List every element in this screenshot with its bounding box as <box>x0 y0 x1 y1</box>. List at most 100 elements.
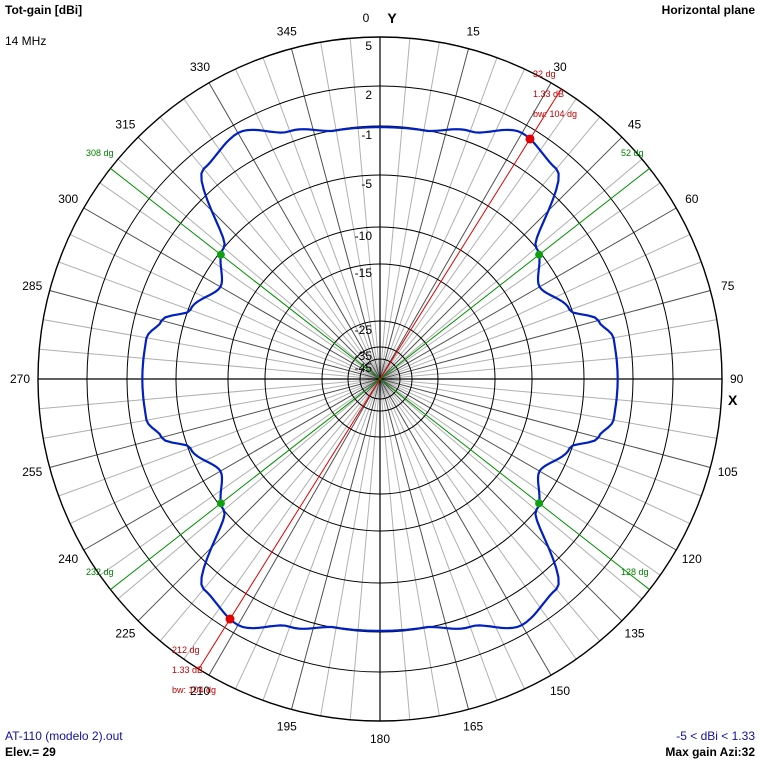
minor-radial <box>379 57 498 380</box>
plane-label: Horizontal plane <box>661 3 755 17</box>
major-radial <box>49 290 381 380</box>
major-radial <box>379 48 469 380</box>
half-power-label: 308 dg <box>86 148 114 158</box>
azimuth-tick-label: 210 <box>190 684 210 698</box>
minor-radial <box>320 378 381 716</box>
minor-radial <box>379 182 661 380</box>
azimuth-tick-label: 45 <box>628 117 642 131</box>
main-lobe-line <box>379 88 562 380</box>
azimuth-tick-label: 180 <box>370 732 390 746</box>
half-power-label: 128 dg <box>621 567 649 577</box>
minor-radial <box>183 378 381 660</box>
radial-tick-label: 2 <box>365 88 372 102</box>
azimuth-tick-label: 315 <box>115 117 135 131</box>
azimuth-tick-label: 105 <box>718 465 738 479</box>
half-power-line <box>379 378 650 590</box>
minor-radial <box>39 378 381 410</box>
azimuth-tick-label: 225 <box>115 627 135 641</box>
azimuth-tick-label: 330 <box>190 60 210 74</box>
azimuth-tick-label: 120 <box>682 552 702 566</box>
half-power-point <box>216 499 225 508</box>
major-radial <box>137 136 381 380</box>
radiation-pattern <box>141 126 619 632</box>
minor-radial <box>379 378 643 600</box>
minor-radial <box>99 182 381 380</box>
minor-radial <box>262 378 381 701</box>
minor-radial <box>183 98 381 380</box>
azimuth-tick-label: 15 <box>466 24 480 38</box>
radial-tick-label: 5 <box>365 39 372 53</box>
gain-range: -5 < dBi < 1.33 <box>676 729 755 743</box>
minor-radial <box>379 378 440 716</box>
minor-radial <box>379 378 577 660</box>
minor-radial <box>379 261 702 380</box>
main-lobe-azimuth: 32 dg <box>533 69 556 79</box>
major-radial <box>137 378 381 622</box>
major-radial <box>379 378 623 622</box>
minor-radial <box>379 378 717 439</box>
radial-tick-label: -15 <box>355 266 373 280</box>
azimuth-tick-label: 165 <box>463 720 483 734</box>
minor-radial <box>379 98 577 380</box>
minor-radial <box>320 42 381 380</box>
minor-radial <box>379 378 721 410</box>
azimuth-tick-label: 0 <box>363 11 370 25</box>
minor-radial <box>349 38 381 380</box>
main-lobe-beamwidth: bw: 104 dg <box>172 685 216 695</box>
minor-radial <box>99 378 381 576</box>
minor-radial <box>379 378 498 701</box>
minor-radial <box>235 68 381 380</box>
major-radial <box>379 378 469 710</box>
major-radial <box>379 378 711 468</box>
azimuth-tick-label: 255 <box>22 465 42 479</box>
major-radial <box>291 378 381 710</box>
major-radial <box>379 290 711 380</box>
max-gain-label: Max gain Azi:32 <box>665 745 755 759</box>
minor-radial <box>379 319 717 380</box>
minor-radial <box>379 348 721 380</box>
minor-radial <box>159 378 381 642</box>
half-power-line <box>110 378 381 590</box>
minor-radial <box>117 378 381 600</box>
file-name: AT-110 (modelo 2).out <box>5 729 123 743</box>
minor-radial <box>349 378 381 720</box>
elevation-label: Elev.= 29 <box>5 745 56 759</box>
y-axis-label: Y <box>387 10 397 26</box>
minor-radial <box>379 378 525 690</box>
radial-tick-label: -25 <box>355 323 373 337</box>
major-radial <box>49 378 381 468</box>
azimuth-tick-label: 195 <box>277 720 297 734</box>
frequency-label: 14 MHz <box>5 34 47 48</box>
major-radial <box>83 378 381 551</box>
azimuth-tick-label: 300 <box>58 192 78 206</box>
main-lobe-beamwidth: bw: 104 dg <box>533 109 577 119</box>
minor-radial <box>379 378 702 497</box>
chart-title: Tot-gain [dBi] <box>5 3 83 17</box>
minor-radial <box>69 234 381 380</box>
azimuth-tick-label: 150 <box>550 684 570 698</box>
minor-radial <box>69 378 381 524</box>
azimuth-tick-label: 270 <box>10 372 30 386</box>
azimuth-tick-label: 60 <box>685 192 699 206</box>
half-power-label: 52 dg <box>621 148 644 158</box>
radial-tick-label: -10 <box>355 229 373 243</box>
azimuth-tick-label: 240 <box>58 552 78 566</box>
minor-radial <box>58 378 381 497</box>
x-axis-label: X <box>728 392 738 408</box>
half-power-point <box>216 250 225 259</box>
minor-radial <box>262 57 381 380</box>
azimuth-tick-label: 30 <box>553 60 567 74</box>
azimuth-tick-label: 285 <box>22 279 42 293</box>
half-power-point <box>535 499 544 508</box>
minor-radial <box>39 348 381 380</box>
minor-radial <box>379 234 691 380</box>
half-power-line <box>110 168 381 380</box>
half-power-line <box>379 168 650 380</box>
radial-tick-label: -1 <box>361 128 372 142</box>
minor-radial <box>379 42 440 380</box>
azimuth-tick-label: 90 <box>730 372 744 386</box>
main-lobe-gain: 1.33 dB <box>533 89 564 99</box>
major-radial <box>379 207 677 380</box>
minor-radial <box>379 378 411 720</box>
